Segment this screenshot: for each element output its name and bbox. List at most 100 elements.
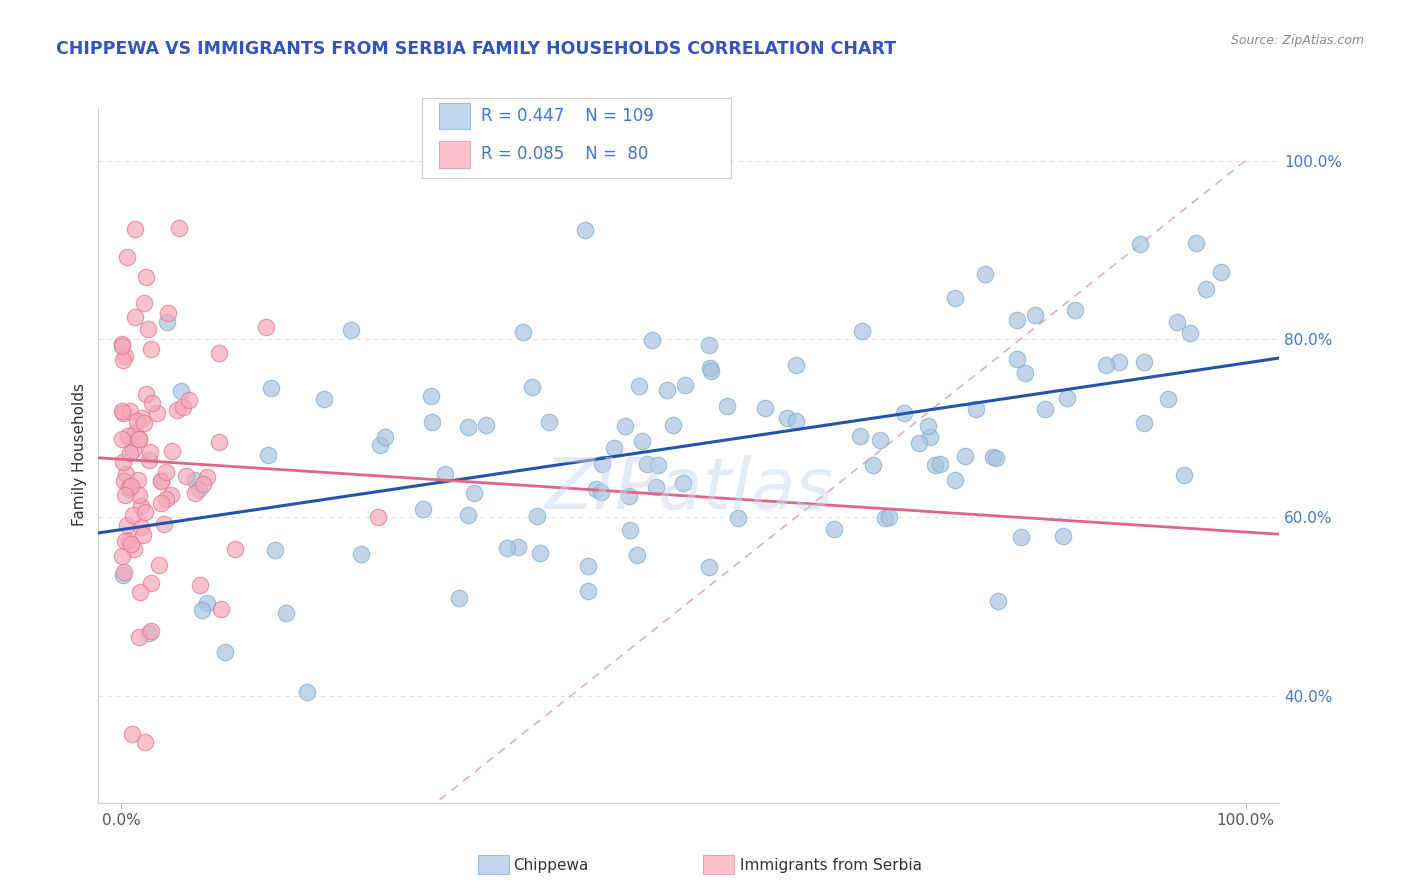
Point [613, 418, 636, 433]
Point [576, 558, 599, 573]
Point [340, 323, 363, 337]
Point [156, 315, 179, 329]
Point [1157, 392, 1180, 406]
Point [195, 470, 218, 484]
Point [1064, 302, 1087, 317]
Point [457, 420, 479, 434]
Point [893, 406, 915, 420]
Point [986, 450, 1008, 465]
Point [149, 496, 172, 510]
Point [630, 434, 652, 449]
Point [156, 306, 179, 320]
Point [645, 480, 668, 494]
Point [295, 685, 318, 699]
Point [434, 467, 457, 481]
Point [128, 630, 150, 644]
Point [699, 360, 721, 375]
Point [1005, 351, 1028, 366]
Point [785, 358, 807, 372]
Point [776, 411, 799, 425]
Point [120, 403, 142, 417]
Point [1178, 326, 1201, 341]
Point [526, 508, 548, 523]
Point [877, 509, 900, 524]
Y-axis label: Family Households: Family Households [72, 384, 87, 526]
Point [918, 430, 941, 444]
Point [129, 585, 152, 599]
Point [184, 473, 207, 487]
Point [574, 223, 596, 237]
Point [122, 442, 145, 457]
Point [138, 453, 160, 467]
Point [953, 449, 976, 463]
Point [132, 416, 155, 430]
Point [716, 399, 738, 413]
Point [260, 381, 283, 395]
Point [1166, 315, 1188, 329]
Point [111, 455, 134, 469]
Point [929, 457, 952, 471]
Point [122, 508, 145, 522]
Point [167, 220, 190, 235]
Point [1195, 282, 1218, 296]
Point [155, 491, 177, 506]
Point [138, 625, 160, 640]
Point [1133, 417, 1156, 431]
Point [374, 430, 396, 444]
Point [150, 474, 173, 488]
Point [125, 413, 148, 427]
Point [155, 465, 177, 479]
Point [153, 516, 176, 531]
Point [150, 474, 173, 488]
Point [987, 593, 1010, 607]
Point [626, 549, 648, 563]
Point [111, 549, 134, 563]
Point [128, 488, 150, 502]
Point [512, 325, 534, 339]
Point [134, 505, 156, 519]
Point [118, 445, 141, 459]
Point [943, 291, 966, 305]
Point [673, 378, 696, 392]
Point [127, 473, 149, 487]
Point [131, 410, 153, 425]
Point [420, 416, 443, 430]
Point [111, 404, 134, 418]
Point [522, 380, 544, 394]
Point [1095, 359, 1118, 373]
Point [160, 444, 183, 458]
Point [131, 519, 153, 533]
Point [111, 432, 134, 446]
Point [146, 406, 169, 420]
Point [276, 606, 298, 620]
Point [603, 442, 626, 456]
Point [1010, 530, 1032, 544]
Point [1209, 265, 1232, 279]
Point [1108, 355, 1130, 369]
Point [312, 392, 335, 406]
Point [188, 578, 211, 592]
Point [672, 475, 695, 490]
Point [170, 384, 193, 398]
Point [254, 320, 277, 334]
Point [463, 485, 485, 500]
Point [619, 523, 641, 537]
Point [112, 352, 135, 367]
Point [120, 479, 142, 493]
Point [114, 533, 136, 548]
Point [209, 601, 232, 615]
Point [141, 395, 163, 409]
Point [1173, 468, 1195, 483]
Point [141, 576, 163, 591]
Point [506, 541, 529, 555]
Point [129, 499, 152, 513]
Point [195, 596, 218, 610]
Point [264, 542, 287, 557]
Point [350, 547, 373, 561]
Text: ZIPatlas: ZIPatlas [544, 455, 834, 524]
Point [1033, 401, 1056, 416]
Point [128, 432, 150, 446]
Point [112, 565, 135, 579]
Text: R = 0.447    N = 109: R = 0.447 N = 109 [481, 107, 654, 125]
Point [412, 502, 434, 516]
